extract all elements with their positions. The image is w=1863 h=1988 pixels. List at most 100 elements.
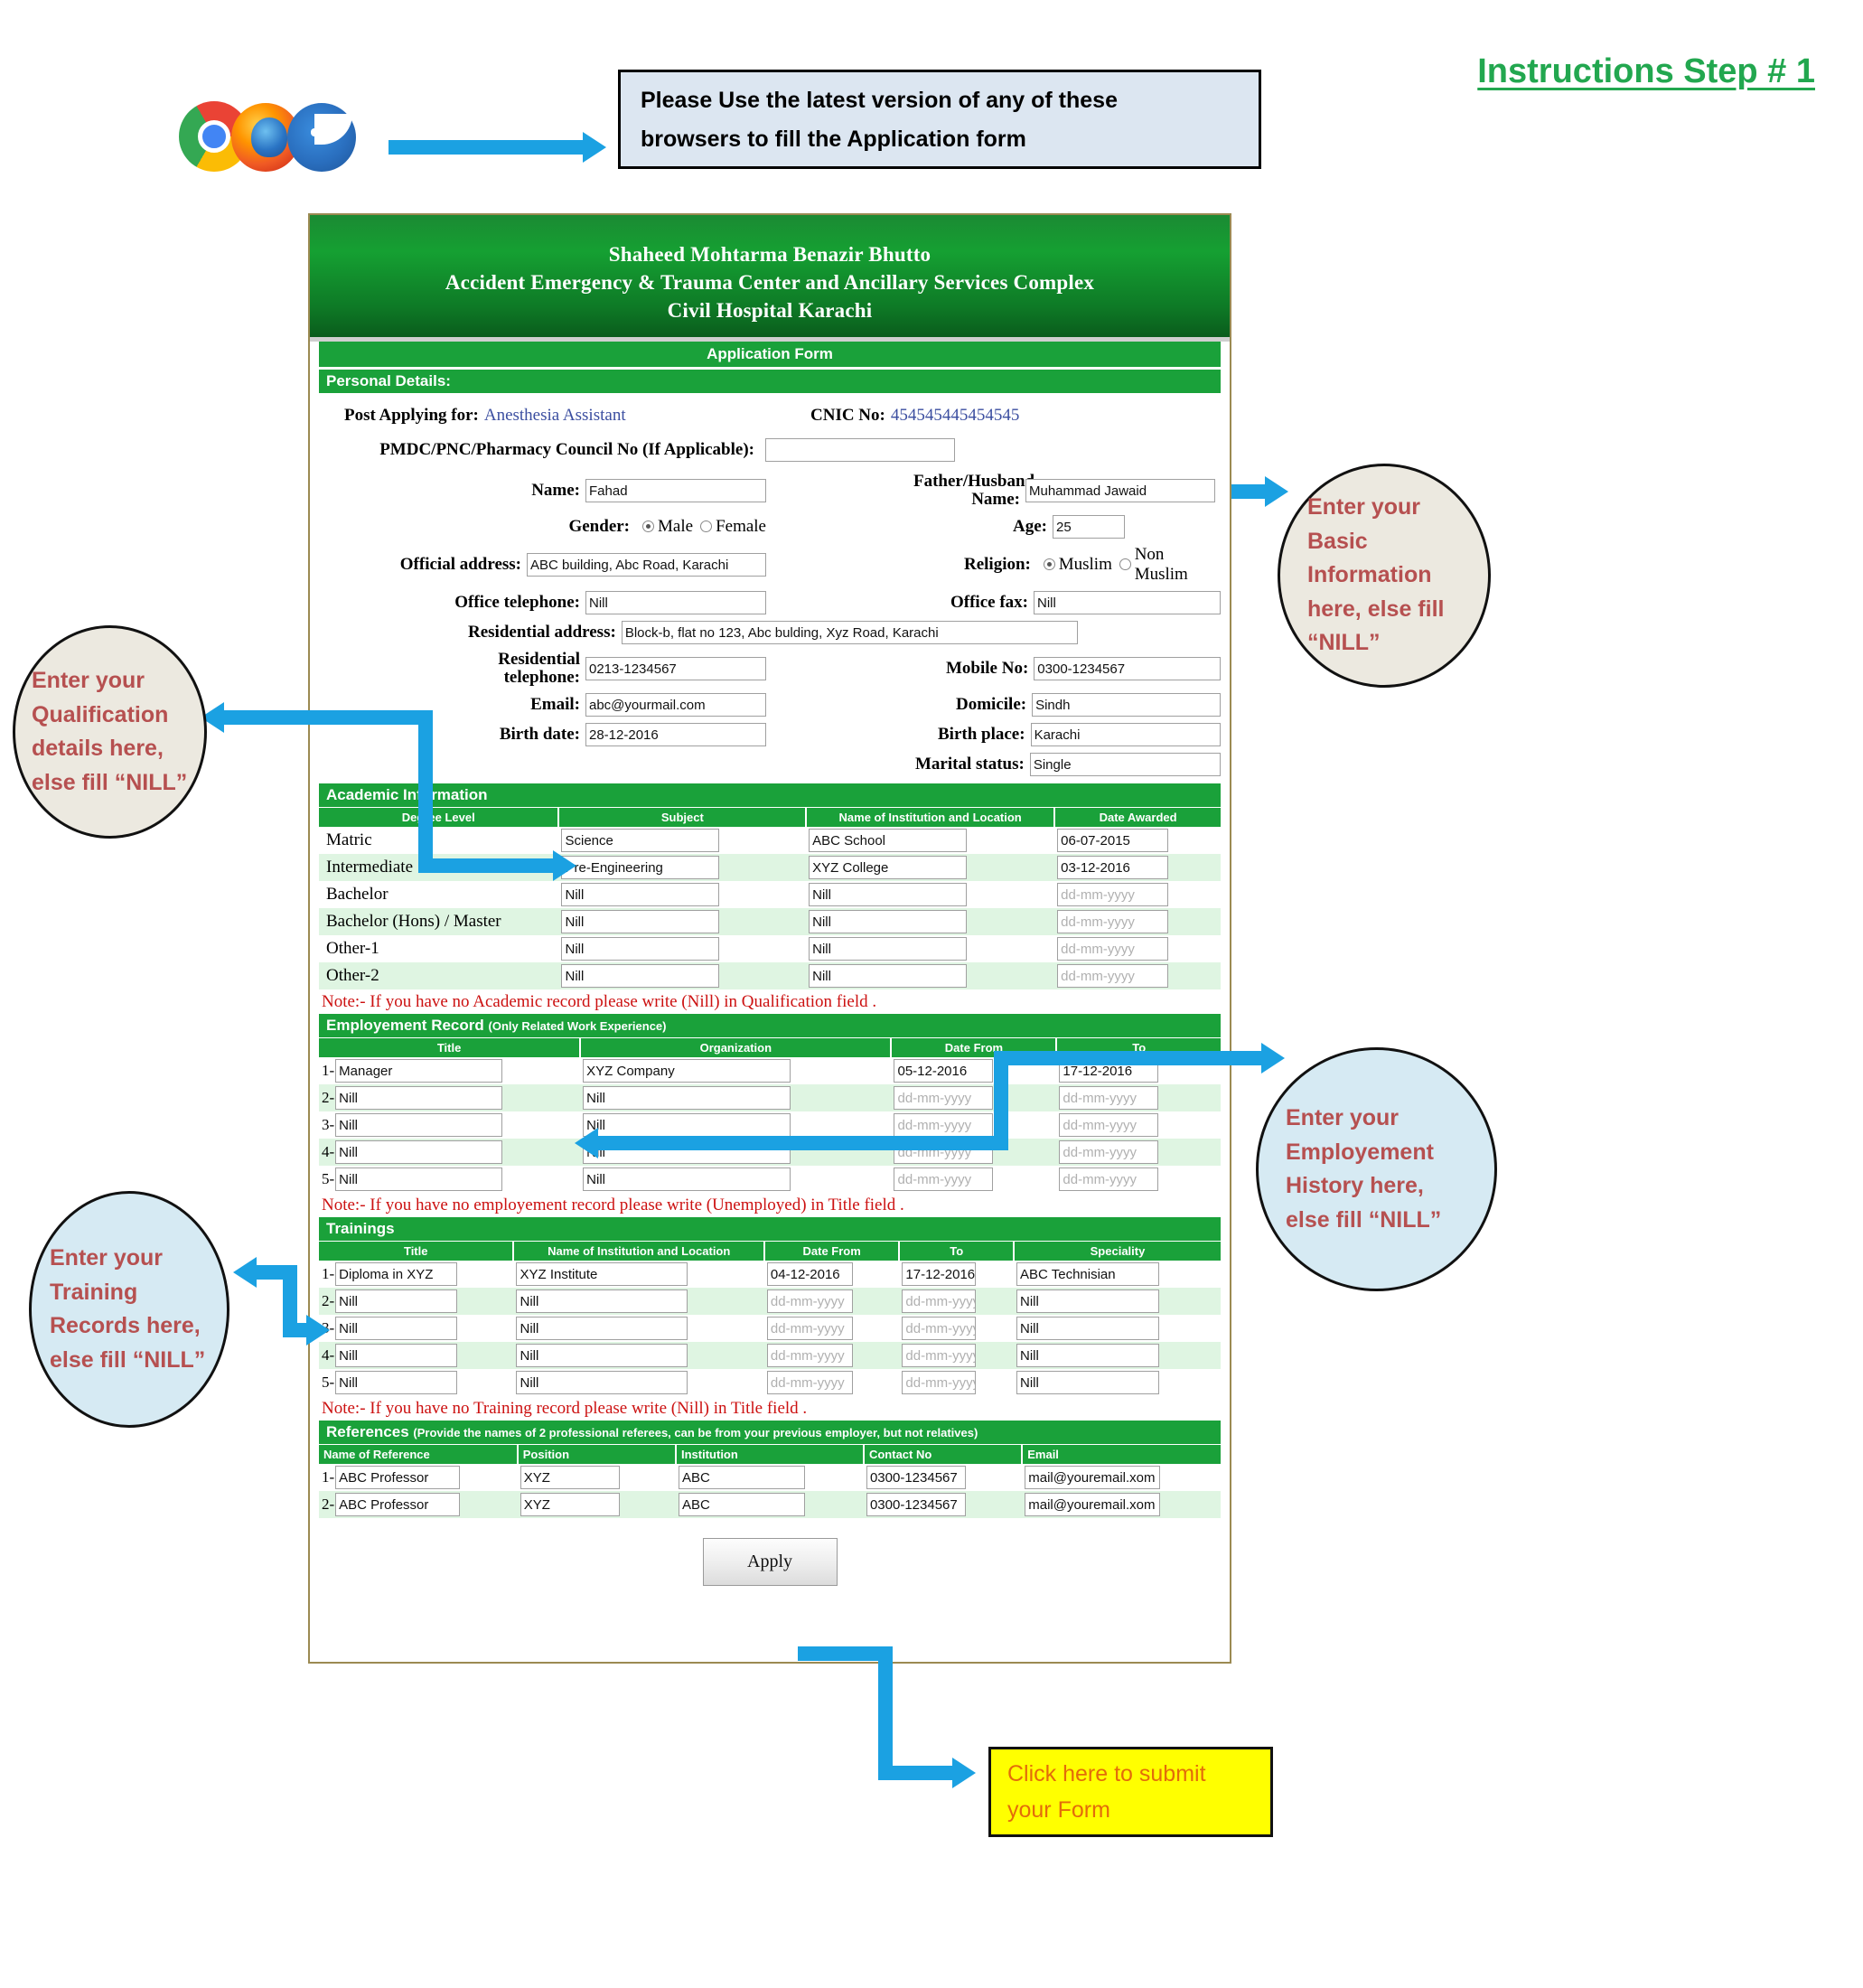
references-header-name: Name of Reference	[319, 1444, 519, 1464]
row-number: 5-	[322, 1169, 335, 1187]
academic-date-input[interactable]: dd-mm-yyyy	[1057, 882, 1169, 906]
reference-email-input[interactable]: mail@youremail.xom	[1025, 1492, 1161, 1516]
domicile-input[interactable]: Sindh	[1032, 692, 1221, 717]
academic-date-input[interactable]: dd-mm-yyyy	[1057, 963, 1169, 988]
gender-male-radio[interactable]	[642, 520, 655, 533]
office-telephone-input[interactable]: Nill	[585, 590, 766, 614]
email-input[interactable]: abc@yourmail.com	[585, 692, 766, 717]
training-institution-input[interactable]: Nill	[516, 1316, 688, 1340]
official-address-input[interactable]: ABC building, Abc Road, Karachi	[527, 552, 766, 577]
academic-subject-input[interactable]: Nill	[561, 882, 720, 906]
training-title-input[interactable]: Nill	[335, 1289, 458, 1313]
academic-institution-input[interactable]: XYZ College	[809, 855, 968, 879]
section-references: References (Provide the names of 2 profe…	[319, 1420, 1221, 1444]
name-input[interactable]: Fahad	[585, 478, 766, 502]
training-title-input[interactable]: Nill	[335, 1370, 458, 1394]
father-husband-name-input[interactable]: Muhammad Jawaid	[1025, 478, 1215, 502]
apply-button[interactable]: Apply	[702, 1537, 838, 1586]
reference-contact-input[interactable]: 0300-1234567	[866, 1465, 966, 1489]
employment-date-from-input[interactable]: 05-12-2016	[894, 1058, 994, 1083]
academic-subject-input[interactable]: Pre-Engineering	[561, 855, 720, 879]
gender-female-radio[interactable]	[700, 520, 713, 533]
reference-institution-input[interactable]: ABC	[679, 1465, 805, 1489]
residential-address-input[interactable]: Block-b, flat no 123, Abc bulding, Xyz R…	[621, 620, 1078, 644]
reference-email-input[interactable]: mail@youremail.xom	[1025, 1465, 1161, 1489]
employment-organization-input[interactable]: Nill	[583, 1085, 791, 1110]
religion-muslim-radio[interactable]	[1043, 558, 1055, 571]
training-title-input[interactable]: Diploma in XYZ	[335, 1261, 458, 1286]
arrow-apply-head	[952, 1758, 976, 1788]
academic-date-input[interactable]: dd-mm-yyyy	[1057, 936, 1169, 961]
training-to-input[interactable]: dd-mm-yyyy	[902, 1343, 977, 1367]
training-speciality-input[interactable]: Nill	[1016, 1316, 1159, 1340]
training-institution-input[interactable]: Nill	[516, 1289, 688, 1313]
training-speciality-input[interactable]: Nill	[1016, 1370, 1159, 1394]
reference-name-input[interactable]: ABC Professor	[335, 1492, 461, 1516]
employment-to-input[interactable]: dd-mm-yyyy	[1059, 1167, 1159, 1191]
office-fax-input[interactable]: Nill	[1033, 590, 1221, 614]
gender-label: Gender:	[568, 516, 631, 536]
academic-institution-input[interactable]: Nill	[809, 882, 968, 906]
training-date-from-input[interactable]: dd-mm-yyyy	[766, 1370, 853, 1394]
employment-organization-input[interactable]: Nill	[583, 1112, 791, 1137]
employment-date-from-input[interactable]: dd-mm-yyyy	[894, 1112, 994, 1137]
training-institution-input[interactable]: XYZ Institute	[516, 1261, 688, 1286]
reference-position-input[interactable]: XYZ	[520, 1465, 620, 1489]
academic-subject-input[interactable]: Science	[561, 828, 720, 852]
training-speciality-input[interactable]: Nill	[1016, 1343, 1159, 1367]
employment-to-input[interactable]: dd-mm-yyyy	[1059, 1139, 1159, 1164]
academic-institution-input[interactable]: Nill	[809, 936, 968, 961]
training-date-from-input[interactable]: dd-mm-yyyy	[766, 1316, 853, 1340]
training-institution-input[interactable]: Nill	[516, 1370, 688, 1394]
employment-to-input[interactable]: dd-mm-yyyy	[1059, 1112, 1159, 1137]
training-to-input[interactable]: 17-12-2016	[902, 1261, 977, 1286]
employment-title-input[interactable]: Manager	[335, 1058, 503, 1083]
training-speciality-input[interactable]: ABC Technisian	[1016, 1261, 1159, 1286]
employment-title-input[interactable]: Nill	[335, 1112, 503, 1137]
age-input[interactable]: 25	[1052, 514, 1125, 539]
academic-institution-input[interactable]: Nill	[809, 909, 968, 933]
employment-organization-input[interactable]: XYZ Company	[583, 1058, 791, 1083]
birth-place-input[interactable]: Karachi	[1030, 722, 1221, 746]
employment-organization-input[interactable]: Nill	[583, 1167, 791, 1191]
references-title: References	[326, 1422, 409, 1440]
academic-date-input[interactable]: 03-12-2016	[1057, 855, 1169, 879]
academic-subject-input[interactable]: Nill	[561, 936, 720, 961]
reference-institution-input[interactable]: ABC	[679, 1492, 805, 1516]
marital-status-input[interactable]: Single	[1029, 752, 1221, 776]
employment-date-from-input[interactable]: dd-mm-yyyy	[894, 1167, 994, 1191]
employment-note: Note:- If you have no employement record…	[322, 1195, 904, 1214]
cnic-value: 454545445454545	[890, 406, 1020, 425]
reference-position-input[interactable]: XYZ	[520, 1492, 620, 1516]
mobile-no-input[interactable]: 0300-1234567	[1034, 656, 1221, 680]
training-to-input[interactable]: dd-mm-yyyy	[902, 1370, 977, 1394]
training-title-input[interactable]: Nill	[335, 1316, 458, 1340]
council-no-input[interactable]	[765, 438, 955, 462]
reference-name-input[interactable]: ABC Professor	[335, 1465, 461, 1489]
training-to-input[interactable]: dd-mm-yyyy	[902, 1289, 977, 1313]
employment-title-input[interactable]: Nill	[335, 1167, 503, 1191]
academic-subject-input[interactable]: Nill	[561, 909, 720, 933]
arrow-qualification-h-top	[223, 710, 433, 725]
academic-date-input[interactable]: dd-mm-yyyy	[1057, 909, 1169, 933]
birth-date-input[interactable]: 28-12-2016	[585, 722, 766, 746]
training-date-from-input[interactable]: dd-mm-yyyy	[766, 1343, 853, 1367]
religion-non-muslim-radio[interactable]	[1119, 558, 1131, 571]
academic-institution-input[interactable]: ABC School	[809, 828, 968, 852]
employment-to-input[interactable]: dd-mm-yyyy	[1059, 1085, 1159, 1110]
academic-institution-input[interactable]: Nill	[809, 963, 968, 988]
training-date-from-input[interactable]: 04-12-2016	[766, 1261, 853, 1286]
employment-title-input[interactable]: Nill	[335, 1085, 503, 1110]
training-institution-input[interactable]: Nill	[516, 1343, 688, 1367]
employment-date-from-input[interactable]: dd-mm-yyyy	[894, 1085, 994, 1110]
training-speciality-input[interactable]: Nill	[1016, 1289, 1159, 1313]
training-date-from-input[interactable]: dd-mm-yyyy	[766, 1289, 853, 1313]
academic-date-input[interactable]: 06-07-2015	[1057, 828, 1169, 852]
reference-contact-input[interactable]: 0300-1234567	[866, 1492, 966, 1516]
trainings-header-row: Title Name of Institution and Location D…	[319, 1241, 1221, 1261]
residential-telephone-input[interactable]: 0213-1234567	[585, 656, 766, 680]
training-to-input[interactable]: dd-mm-yyyy	[902, 1316, 977, 1340]
training-title-input[interactable]: Nill	[335, 1343, 458, 1367]
employment-title-input[interactable]: Nill	[335, 1139, 503, 1164]
academic-subject-input[interactable]: Nill	[561, 963, 720, 988]
